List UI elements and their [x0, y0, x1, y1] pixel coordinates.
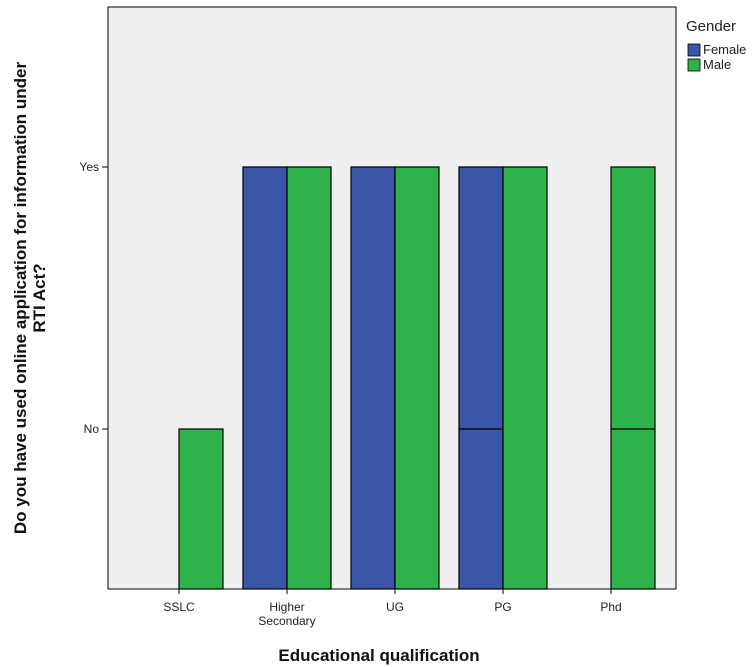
x-tick-label: SSLC	[163, 600, 195, 614]
bar-male-4	[610, 166, 656, 590]
bar-male-3	[502, 166, 548, 590]
x-tick-label: Phd	[600, 600, 621, 614]
legend-swatch-female	[687, 43, 701, 57]
bar-male-2	[394, 166, 440, 590]
x-tick-label: Higher Secondary	[258, 600, 315, 628]
legend-title: Gender	[686, 18, 736, 35]
y-axis-ticks: No Yes	[79, 160, 108, 436]
bar-female-3	[458, 166, 504, 590]
bar-male-1	[286, 166, 332, 590]
bar-female-1	[242, 166, 288, 590]
legend-label-male: Male	[703, 57, 731, 72]
bars-group	[178, 166, 656, 590]
x-tick-label: UG	[386, 600, 404, 614]
y-axis-title-text: Do you have used online application for …	[11, 61, 49, 534]
legend-swatch-male	[687, 58, 701, 72]
y-axis-title: Do you have used online application for …	[11, 61, 49, 534]
x-axis-ticks: SSLC Higher Secondary UG PG Phd	[163, 589, 622, 628]
x-axis-title: Educational qualification	[278, 646, 479, 665]
y-tick-label: Yes	[79, 160, 99, 174]
legend-label-female: Female	[703, 42, 746, 57]
bar-male-0	[178, 428, 224, 590]
x-tick-label: PG	[494, 600, 511, 614]
y-tick-label: No	[84, 422, 100, 436]
bar-female-2	[350, 166, 396, 590]
